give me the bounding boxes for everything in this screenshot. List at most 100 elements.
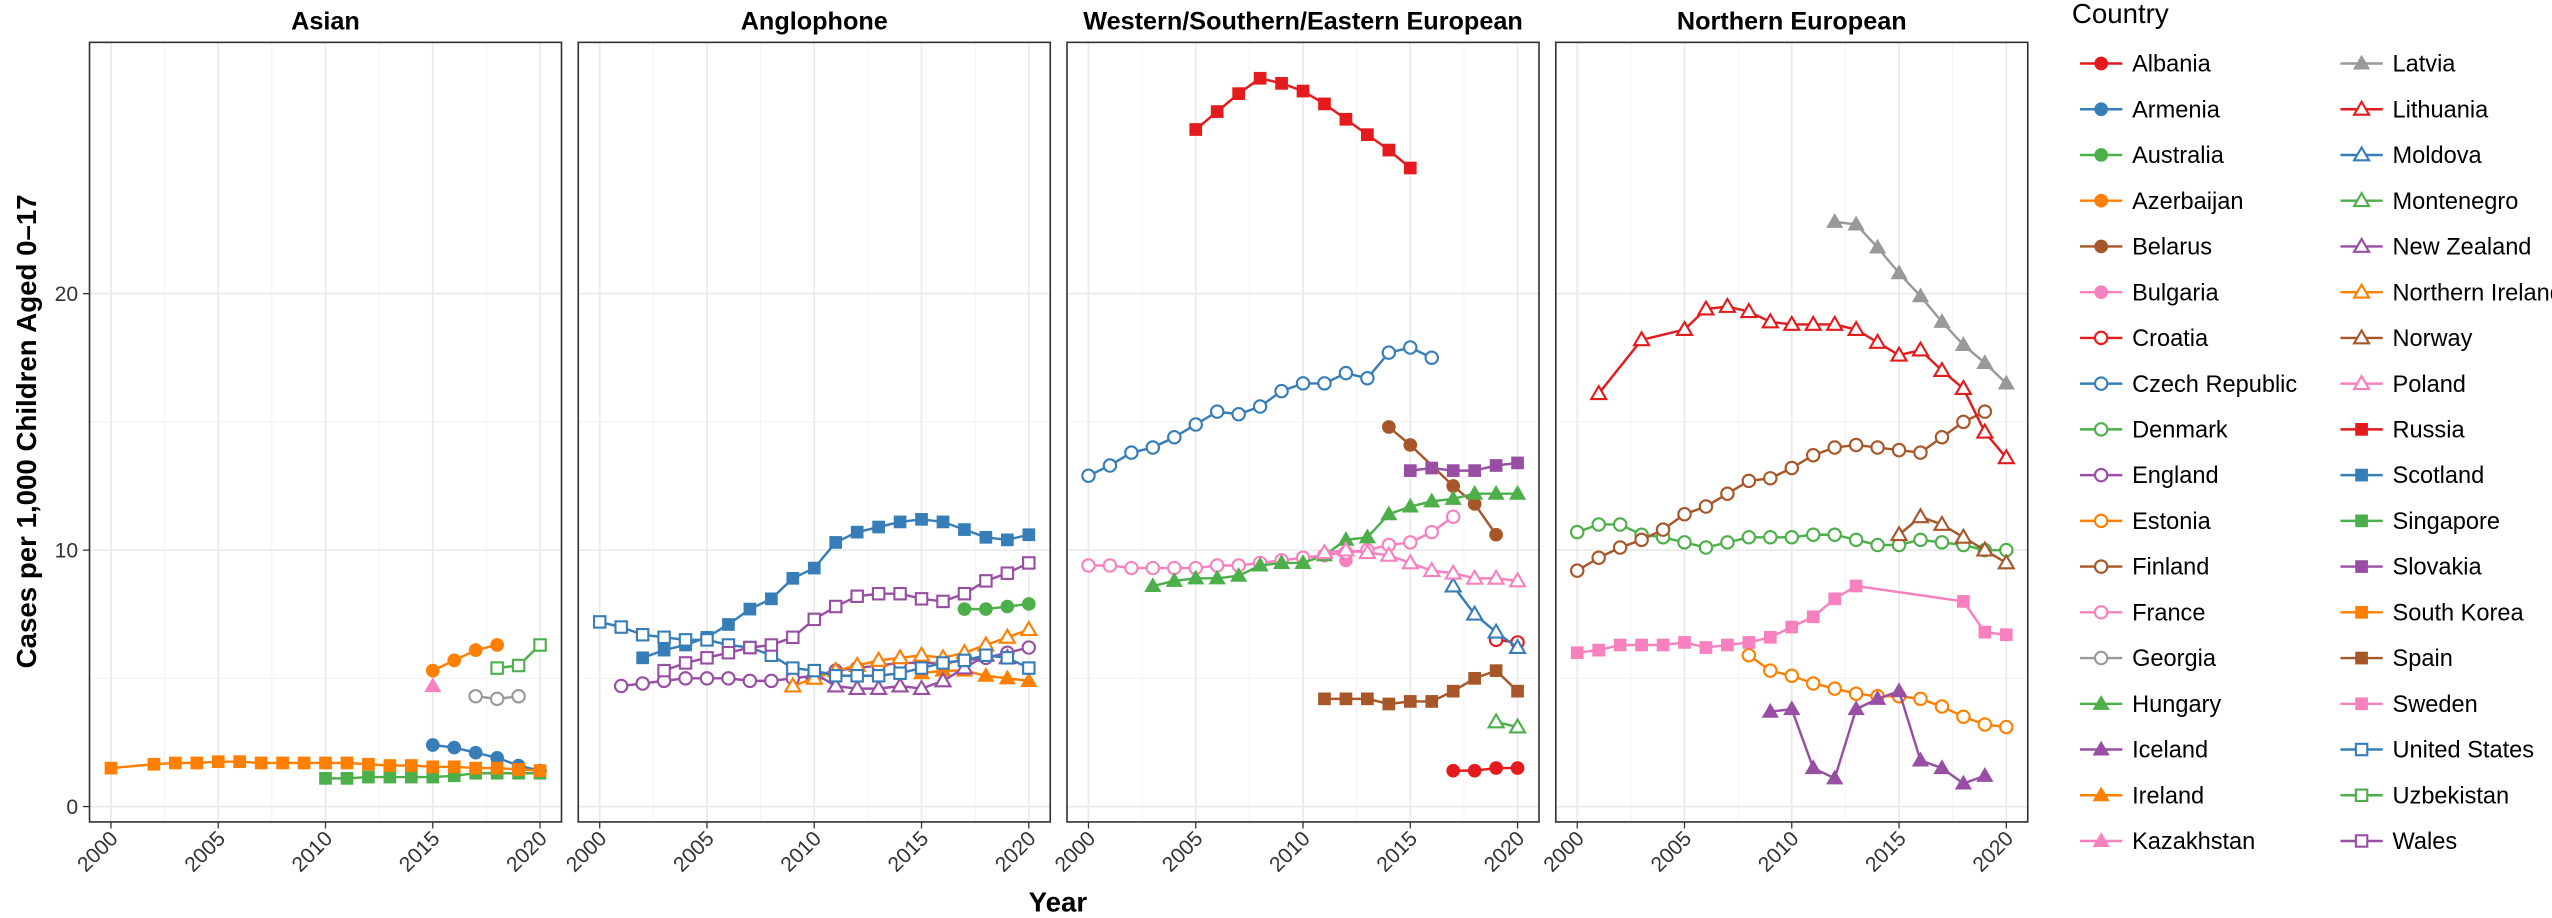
data-point bbox=[678, 633, 693, 647]
data-point bbox=[936, 594, 950, 609]
data-point bbox=[915, 512, 928, 526]
data-point bbox=[657, 643, 671, 657]
legend-marker bbox=[2355, 605, 2368, 619]
data-point bbox=[1635, 638, 1648, 652]
legend-marker bbox=[2352, 145, 2371, 162]
panel-border bbox=[1554, 41, 2029, 823]
data-point bbox=[592, 615, 607, 629]
legend-label: Finland bbox=[2132, 554, 2209, 580]
legend-label: Spain bbox=[2393, 645, 2453, 671]
legend-label: Sweden bbox=[2393, 691, 2478, 717]
legend-label: Azerbaijan bbox=[2132, 188, 2243, 214]
data-point bbox=[1489, 664, 1503, 677]
data-point bbox=[426, 760, 440, 774]
data-point bbox=[1272, 554, 1291, 569]
data-point bbox=[1511, 456, 1524, 470]
data-point bbox=[678, 671, 693, 686]
data-point bbox=[1019, 620, 1039, 637]
data-point bbox=[890, 648, 910, 665]
data-point bbox=[636, 651, 649, 665]
data-point bbox=[893, 586, 907, 601]
data-point bbox=[404, 759, 418, 772]
data-point bbox=[1000, 566, 1015, 580]
data-point bbox=[1696, 299, 1716, 316]
series-line bbox=[1324, 548, 1518, 583]
legend-marker bbox=[2352, 54, 2371, 70]
legend-title: Country bbox=[2072, 0, 2169, 29]
data-point bbox=[1081, 558, 1096, 573]
data-point bbox=[1145, 440, 1161, 455]
data-point bbox=[340, 772, 354, 785]
legend-label: Iceland bbox=[2132, 737, 2208, 763]
data-point bbox=[1677, 506, 1692, 522]
data-point bbox=[1000, 599, 1015, 614]
data-point bbox=[425, 738, 440, 752]
data-point bbox=[1868, 332, 1887, 349]
legend-label: Ireland bbox=[2132, 782, 2204, 808]
legend-label: South Korea bbox=[2393, 599, 2525, 625]
data-point bbox=[871, 586, 886, 601]
legend-marker bbox=[2093, 559, 2109, 574]
data-point bbox=[1889, 345, 1909, 362]
data-point bbox=[1956, 414, 1971, 430]
data-point bbox=[1763, 471, 1778, 486]
legend-marker bbox=[2355, 697, 2368, 711]
data-point bbox=[1913, 445, 1928, 460]
legend-label: Armenia bbox=[2132, 96, 2221, 122]
data-point bbox=[340, 756, 354, 770]
legend-label: Albania bbox=[2132, 51, 2212, 77]
data-point bbox=[1868, 238, 1887, 254]
series-line bbox=[964, 602, 1029, 611]
data-point bbox=[1466, 484, 1484, 500]
data-point bbox=[958, 523, 971, 536]
legend-marker bbox=[2093, 376, 2109, 391]
legend-marker bbox=[2352, 328, 2371, 345]
data-point bbox=[424, 677, 442, 693]
data-point bbox=[828, 669, 843, 683]
data-point bbox=[1081, 468, 1096, 483]
data-point bbox=[1443, 576, 1463, 593]
x-tick-label: 2010 bbox=[776, 827, 826, 877]
data-point bbox=[871, 669, 886, 683]
data-point bbox=[699, 671, 715, 686]
data-point bbox=[1230, 566, 1248, 582]
data-point bbox=[1976, 354, 1994, 369]
data-point bbox=[1933, 759, 1951, 775]
data-point bbox=[1848, 437, 1864, 453]
data-point bbox=[1827, 440, 1842, 455]
data-point bbox=[614, 620, 628, 634]
data-point bbox=[807, 612, 822, 627]
data-point bbox=[847, 679, 867, 696]
legend-label: Denmark bbox=[2132, 417, 2228, 443]
legend-marker bbox=[2354, 742, 2369, 757]
legend-label: Slovakia bbox=[2393, 554, 2483, 580]
data-point bbox=[1612, 540, 1628, 555]
legend-label: Northern Ireland bbox=[2393, 279, 2552, 305]
x-axis-title: Year bbox=[1029, 886, 1088, 917]
data-point bbox=[1425, 461, 1439, 475]
legend-marker bbox=[2352, 99, 2371, 116]
data-point bbox=[1318, 692, 1331, 706]
data-point bbox=[1932, 361, 1952, 378]
data-point bbox=[1489, 459, 1503, 472]
data-point bbox=[1508, 571, 1527, 588]
data-point bbox=[1721, 638, 1734, 652]
data-point bbox=[1400, 553, 1420, 570]
x-tick-label: 2005 bbox=[669, 827, 719, 877]
data-point bbox=[1677, 535, 1692, 550]
data-point bbox=[979, 602, 993, 616]
legend-label: Hungary bbox=[2132, 691, 2221, 717]
data-point bbox=[700, 633, 714, 647]
data-point bbox=[872, 520, 885, 534]
data-point bbox=[1022, 661, 1036, 675]
data-point bbox=[613, 678, 629, 694]
data-point bbox=[1102, 458, 1118, 473]
data-point bbox=[1760, 312, 1780, 329]
panel-border bbox=[577, 41, 1052, 823]
data-point bbox=[1165, 572, 1183, 587]
data-point bbox=[490, 661, 504, 675]
data-point bbox=[1825, 314, 1845, 331]
data-point bbox=[893, 666, 907, 680]
data-point bbox=[1381, 420, 1396, 434]
data-point bbox=[1655, 522, 1671, 537]
